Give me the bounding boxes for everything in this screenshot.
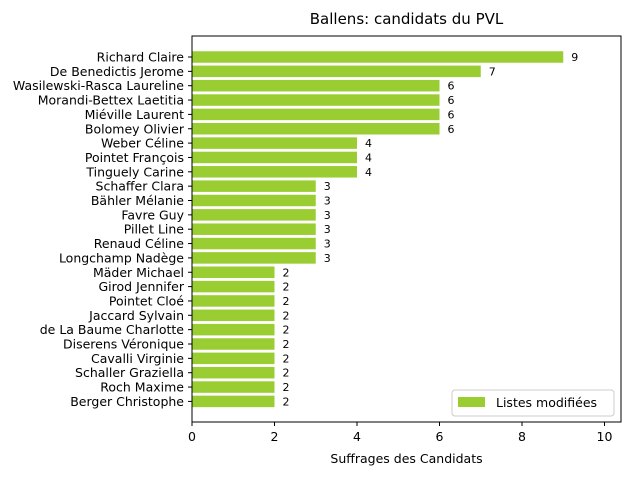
- category-label: Richard Claire: [97, 50, 185, 65]
- category-label: Schaffer Clara: [96, 179, 184, 194]
- category-label: Tinguely Carine: [85, 164, 184, 179]
- bar: [192, 266, 275, 278]
- data-label: 2: [283, 395, 290, 408]
- category-label: Berger Christophe: [70, 394, 184, 409]
- data-label: 4: [365, 151, 372, 164]
- bar: [192, 280, 275, 293]
- bar: [192, 108, 440, 121]
- bar: [192, 252, 316, 264]
- bar: [192, 151, 357, 164]
- data-label: 6: [448, 80, 455, 93]
- x-tick-label: 8: [518, 429, 526, 444]
- bar: [192, 295, 275, 307]
- bar: [192, 338, 275, 350]
- data-label: 3: [324, 252, 331, 265]
- category-label: Pointet François: [85, 150, 184, 165]
- chart-title: Ballens: candidats du PVL: [310, 10, 504, 28]
- bar: [192, 352, 275, 365]
- category-label: Mäder Michael: [93, 265, 184, 280]
- legend-swatch: [458, 397, 485, 407]
- bar: [192, 137, 357, 149]
- category-label: Bähler Mélanie: [91, 193, 184, 208]
- bar: [192, 180, 316, 192]
- category-label: Weber Céline: [101, 136, 184, 151]
- category-label: Diserens Véronique: [63, 337, 184, 352]
- bar: [192, 366, 275, 379]
- bar: [192, 223, 316, 235]
- category-label: Cavalli Virginie: [91, 351, 184, 366]
- bar: [192, 323, 275, 336]
- data-label: 2: [283, 266, 290, 279]
- data-label: 3: [324, 195, 331, 208]
- category-label: Girod Jennifer: [98, 279, 184, 294]
- category-label: Wasilewski-Rasca Laureline: [13, 78, 184, 93]
- category-label: Pointet Cloé: [109, 293, 184, 308]
- bar: [192, 166, 357, 178]
- data-label: 2: [283, 338, 290, 351]
- category-label: Favre Guy: [121, 207, 184, 222]
- category-label: Longchamp Nadège: [59, 250, 184, 265]
- category-label: Bolomey Olivier: [85, 121, 185, 136]
- data-label: 4: [365, 137, 372, 150]
- data-label: 9: [571, 51, 578, 64]
- bar: [192, 51, 564, 63]
- bar: [192, 65, 481, 78]
- category-label: Pillet Line: [124, 222, 185, 237]
- bar: [192, 309, 275, 322]
- data-label: 4: [365, 166, 372, 179]
- x-axis: 0 2 4 6 8 10: [188, 422, 612, 444]
- data-label: 2: [283, 281, 290, 294]
- bars-layer: [192, 51, 564, 408]
- data-label: 3: [324, 223, 331, 236]
- data-label: 3: [324, 238, 331, 251]
- category-label: Schaller Graziella: [75, 365, 184, 380]
- category-label: Roch Maxime: [100, 380, 184, 395]
- category-label: Morandi-Bettex Laetitia: [38, 93, 184, 108]
- data-label: 6: [448, 123, 455, 136]
- bar: [192, 194, 316, 207]
- data-label: 2: [283, 367, 290, 380]
- category-label: Jaccard Sylvain: [88, 308, 184, 323]
- category-label: Miéville Laurent: [85, 107, 184, 122]
- data-label: 2: [283, 295, 290, 308]
- x-tick-label: 0: [188, 429, 196, 444]
- plot-frame: [191, 35, 622, 423]
- data-label: 7: [489, 65, 496, 78]
- category-label: Renaud Céline: [94, 236, 185, 251]
- data-label: 2: [283, 324, 290, 337]
- x-tick-label: 6: [436, 429, 444, 444]
- category-label: De Benedictis Jerome: [50, 64, 184, 79]
- category-label: de La Baume Charlotte: [40, 322, 185, 337]
- data-label: 3: [324, 209, 331, 222]
- legend: Listes modifiées: [451, 389, 615, 417]
- bar: [192, 209, 316, 221]
- data-label: 6: [448, 94, 455, 107]
- data-label: 6: [448, 108, 455, 121]
- data-label: 2: [283, 309, 290, 322]
- bar: [192, 395, 275, 408]
- x-tick-label: 10: [597, 429, 613, 444]
- x-axis-label: Suffrages des Candidats: [330, 451, 482, 466]
- bar: [192, 237, 316, 250]
- bar: [192, 381, 275, 393]
- data-label: 2: [283, 381, 290, 394]
- bar: [192, 79, 440, 92]
- bar: [192, 123, 440, 135]
- legend-box: [451, 389, 615, 417]
- bar: [192, 94, 440, 106]
- x-tick-label: 4: [353, 429, 361, 444]
- legend-label: Listes modifiées: [496, 395, 597, 410]
- data-label: 2: [283, 352, 290, 365]
- x-tick-label: 2: [271, 429, 279, 444]
- data-label: 3: [324, 180, 331, 193]
